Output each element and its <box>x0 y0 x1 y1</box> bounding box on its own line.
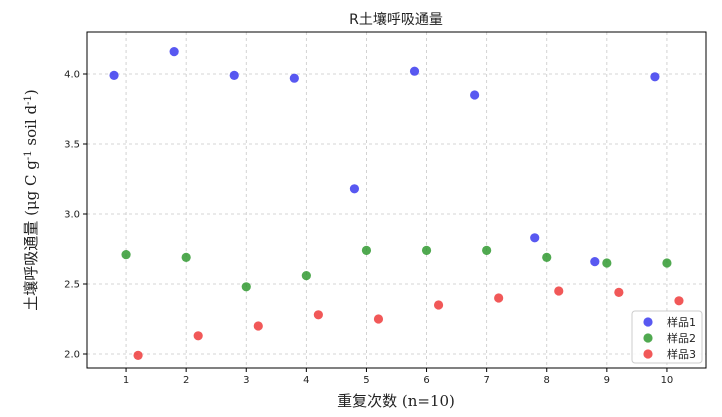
x-tick-label: 10 <box>661 375 674 386</box>
legend: 样品1 样品2 样品3 <box>631 310 703 364</box>
point-series-3 <box>494 293 504 303</box>
legend-label-1: 样品1 <box>667 315 696 329</box>
y-tick-label: 3.5 <box>64 140 80 151</box>
point-series-2 <box>241 282 251 292</box>
point-series-3 <box>554 286 564 296</box>
x-tick-label: 8 <box>544 375 550 386</box>
point-series-1 <box>169 47 179 57</box>
y-axis-label-sup2: -1 <box>23 95 34 105</box>
x-tick-label: 2 <box>183 375 189 386</box>
point-series-1 <box>650 72 660 82</box>
point-series-3 <box>614 287 624 297</box>
y-tick-label: 2.5 <box>64 280 80 291</box>
point-series-1 <box>409 66 420 76</box>
point-series-1 <box>289 73 299 83</box>
point-series-2 <box>361 245 372 255</box>
point-series-3 <box>433 300 444 310</box>
y-axis-ticks: 2.0 2.5 3.0 3.5 4.0 <box>64 70 87 361</box>
data-points <box>109 47 684 360</box>
point-series-2 <box>301 271 311 281</box>
point-series-1 <box>530 233 540 243</box>
point-series-2 <box>482 245 492 255</box>
x-tick-label: 7 <box>483 375 489 386</box>
y-axis-label-mid: soil d <box>22 105 40 151</box>
point-series-3 <box>133 350 143 360</box>
point-series-2 <box>421 245 432 255</box>
y-axis-label-end: ) <box>22 89 40 95</box>
point-series-2 <box>662 258 672 268</box>
legend-marker-3 <box>643 349 653 359</box>
legend-marker-2 <box>643 333 653 343</box>
x-axis-ticks: 1 2 3 4 5 6 7 8 9 10 <box>123 368 673 386</box>
plot-frame <box>86 31 707 369</box>
y-axis-label: 土壤呼吸通量 (μg C g-1 soil d-1) <box>22 89 40 310</box>
point-series-3 <box>674 296 684 306</box>
point-series-2 <box>181 252 191 262</box>
point-series-2 <box>602 258 612 268</box>
point-series-1 <box>109 70 119 80</box>
point-series-1 <box>229 70 239 80</box>
legend-label-3: 样品3 <box>667 347 696 361</box>
point-series-3 <box>193 331 203 341</box>
y-tick-label: 2.0 <box>64 350 80 361</box>
legend-label-2: 样品2 <box>667 331 696 345</box>
y-tick-label: 4.0 <box>64 70 80 81</box>
legend-marker-1 <box>643 317 653 327</box>
point-series-1 <box>470 90 480 100</box>
x-tick-label: 5 <box>363 375 369 386</box>
point-series-1 <box>349 184 360 194</box>
x-axis-label: 重复次数 (n=10) <box>337 392 455 410</box>
x-tick-label: 1 <box>123 375 129 386</box>
x-tick-label: 6 <box>423 375 429 386</box>
x-tick-label: 4 <box>303 375 309 386</box>
y-tick-label: 3.0 <box>64 210 80 221</box>
y-axis-label-main: 土壤呼吸通量 (μg C g <box>22 160 40 311</box>
y-axis-label-sup1: -1 <box>23 150 34 160</box>
point-series-3 <box>313 310 323 320</box>
chart-title: R土壤呼吸通量 <box>349 11 443 28</box>
point-series-1 <box>590 257 600 267</box>
x-tick-label: 3 <box>243 375 249 386</box>
x-tick-label: 9 <box>604 375 610 386</box>
point-series-3 <box>253 321 263 331</box>
point-series-3 <box>373 314 384 324</box>
point-series-2 <box>121 250 131 260</box>
point-series-2 <box>542 252 552 262</box>
grid-lines <box>87 32 706 368</box>
